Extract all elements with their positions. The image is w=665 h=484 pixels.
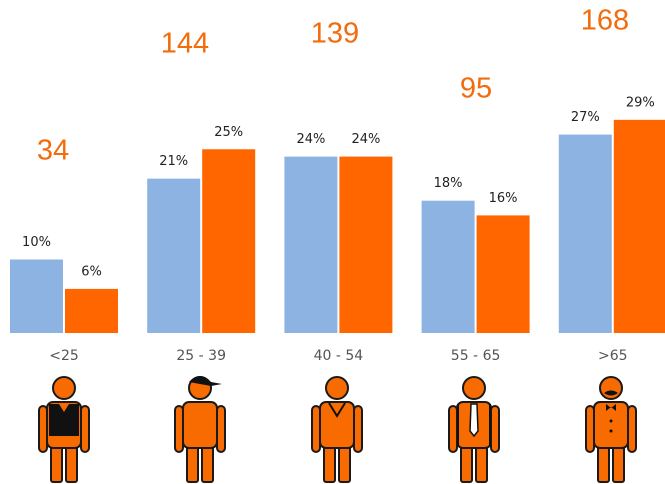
x-tick-label: 25 - 39 bbox=[176, 348, 226, 364]
value-label: 16% bbox=[489, 191, 518, 206]
person-icon bbox=[311, 376, 363, 483]
value-label: 27% bbox=[571, 110, 600, 125]
annotation: 139 bbox=[311, 18, 359, 50]
x-tick-label: 40 - 54 bbox=[314, 348, 364, 364]
bar bbox=[10, 259, 63, 333]
value-label: 18% bbox=[434, 176, 463, 191]
annotation: 34 bbox=[37, 135, 69, 167]
annotation: 168 bbox=[581, 5, 629, 37]
value-label: 10% bbox=[22, 235, 51, 250]
annotation: 95 bbox=[460, 73, 492, 105]
person-icon bbox=[174, 376, 226, 483]
value-label: 6% bbox=[81, 264, 102, 279]
bar bbox=[613, 119, 665, 333]
bar bbox=[339, 156, 393, 333]
bar bbox=[65, 288, 118, 333]
person-icon bbox=[448, 376, 500, 483]
bar bbox=[202, 149, 256, 333]
x-tick-label: <25 bbox=[49, 348, 79, 364]
bar bbox=[558, 134, 612, 333]
bar bbox=[421, 200, 475, 333]
person-icon bbox=[38, 376, 90, 483]
person-icon bbox=[585, 376, 637, 483]
person-icons bbox=[38, 376, 637, 483]
value-label: 24% bbox=[351, 132, 380, 147]
bar bbox=[147, 178, 201, 333]
annotation: 144 bbox=[161, 28, 209, 60]
value-label: 21% bbox=[159, 154, 188, 169]
x-tick-label: >65 bbox=[598, 348, 628, 364]
bar bbox=[476, 215, 530, 333]
x-tick-label: 55 - 65 bbox=[451, 348, 501, 364]
value-label: 29% bbox=[626, 95, 655, 110]
bar bbox=[284, 156, 338, 333]
value-label: 24% bbox=[296, 132, 325, 147]
value-label: 25% bbox=[214, 125, 243, 140]
